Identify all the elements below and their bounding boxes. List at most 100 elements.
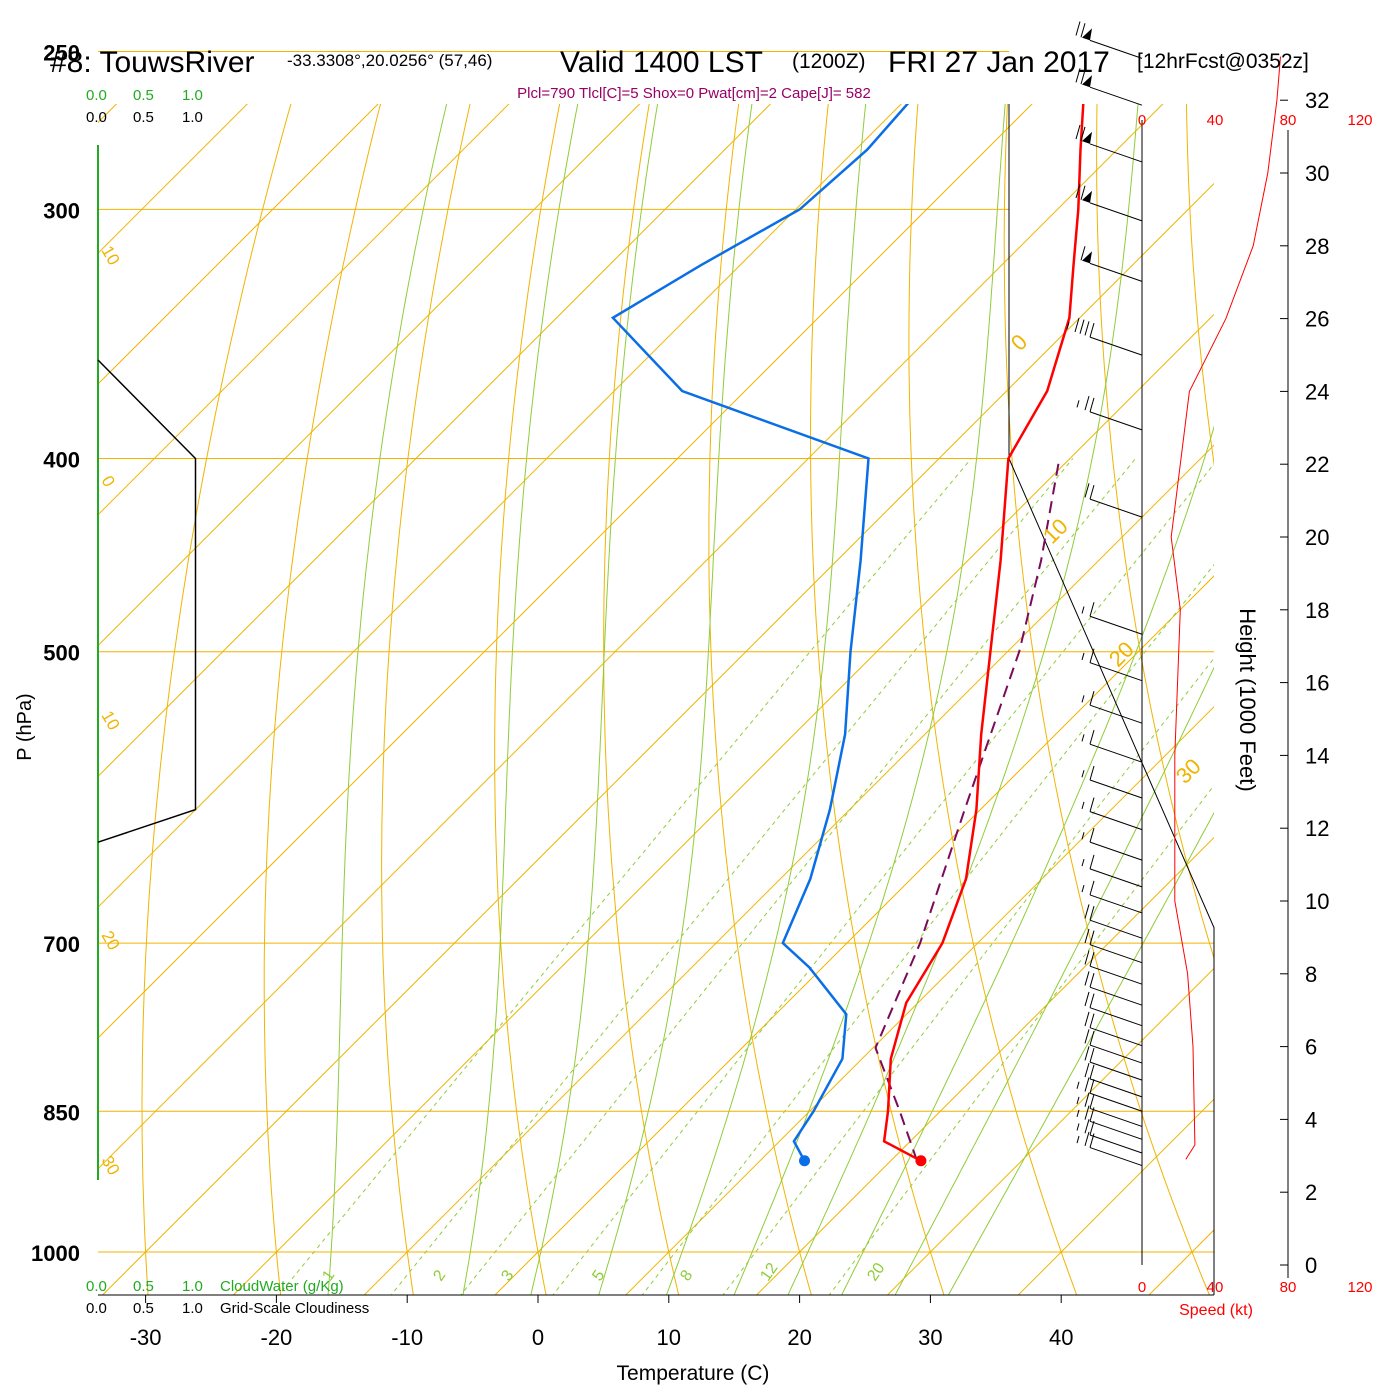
wind-barb xyxy=(1081,827,1143,861)
wind-barb xyxy=(1081,730,1143,763)
wind-barb xyxy=(1076,1092,1143,1127)
isotherm-line xyxy=(98,104,1164,1170)
wind-barb xyxy=(1081,765,1143,799)
wind-barb xyxy=(1066,317,1143,356)
barb-flag xyxy=(1084,396,1090,411)
barb-flag xyxy=(1084,971,1090,986)
pressure-tick-label: 400 xyxy=(43,448,80,473)
height-tick-label: 20 xyxy=(1305,525,1329,550)
barb-flag xyxy=(1079,319,1085,334)
barb-flag xyxy=(1080,185,1086,200)
barb-flag xyxy=(1080,246,1086,261)
dry-adiabat xyxy=(1186,104,1214,467)
wind-barbs xyxy=(1066,21,1143,1167)
isotherm-label-top: 10 xyxy=(98,243,124,269)
cloudiness-tick-top: 0.0 xyxy=(86,109,107,126)
moist-adiabat xyxy=(530,104,659,1295)
barb-half-flag xyxy=(1081,885,1085,893)
barb-flag xyxy=(1084,904,1090,919)
barb-half-flag xyxy=(1081,606,1085,614)
barb-half-flag xyxy=(1081,832,1085,840)
barb-flag xyxy=(1084,950,1090,965)
wind-barb xyxy=(1075,183,1143,222)
barb-flag xyxy=(1084,483,1090,498)
parcel-line xyxy=(874,458,1061,1162)
dry-adiabat xyxy=(381,104,471,1295)
mixing-ratio-line xyxy=(828,784,1214,1295)
isotherm-line xyxy=(101,182,1214,1295)
mixing-ratio-label: 2 xyxy=(430,1267,449,1284)
barb-flag xyxy=(1089,880,1095,896)
barb-staff xyxy=(1089,965,1143,985)
x-tick-label: 30 xyxy=(918,1325,942,1350)
barb-flag xyxy=(1089,827,1095,843)
isotherm-line xyxy=(232,313,1214,1295)
dry-adiabat xyxy=(908,104,1078,1295)
moist-adiabat xyxy=(327,104,448,1295)
height-tick-label: 32 xyxy=(1305,88,1329,113)
barb-flag xyxy=(1089,973,1095,988)
x-tick-label: 20 xyxy=(787,1325,811,1350)
isotherm-line xyxy=(98,104,510,516)
barb-staff xyxy=(1089,615,1143,635)
height-tick-label: 12 xyxy=(1305,816,1329,841)
wind-barb xyxy=(1076,1105,1143,1140)
forecast-info: [12hrFcst@0352z] xyxy=(1137,50,1309,73)
barb-flag xyxy=(1089,1013,1095,1028)
moist-adiabat xyxy=(462,104,579,1295)
isotherm-label-top: 0 xyxy=(1006,329,1032,355)
pressure-tick-label: 700 xyxy=(43,932,80,957)
barb-staff xyxy=(1089,1007,1143,1027)
barb-pennant xyxy=(1082,75,1092,88)
barb-flag xyxy=(1075,124,1081,140)
barb-staff xyxy=(1089,86,1143,106)
cloudwater-label: CloudWater (g/Kg) xyxy=(220,1278,344,1295)
wind-barb xyxy=(1076,1131,1143,1167)
barb-flag xyxy=(1074,317,1080,333)
x-axis-title: Temperature (C) xyxy=(617,1362,770,1385)
pressure-gridlines xyxy=(98,50,1214,1253)
barb-flag xyxy=(1089,1064,1095,1080)
barb-flag xyxy=(1075,183,1081,199)
valid-time: Valid 1400 LST xyxy=(560,46,763,79)
barb-staff xyxy=(1089,1061,1143,1081)
wind-barb xyxy=(1076,1077,1143,1112)
barb-half-flag xyxy=(1081,858,1085,867)
barb-flag xyxy=(1084,928,1090,944)
cloudwater-tick-bottom: 0.0 xyxy=(86,1278,107,1295)
barb-staff xyxy=(1089,1044,1143,1064)
barb-half-flag xyxy=(1076,1081,1080,1089)
barb-half-flag xyxy=(1076,400,1080,408)
wind-barb xyxy=(1084,1046,1143,1081)
wind-barb xyxy=(1075,68,1143,106)
speed-line xyxy=(1170,56,1281,1160)
barb-staff xyxy=(1089,894,1143,914)
barb-staff xyxy=(1089,262,1143,282)
isotherm-line xyxy=(98,104,772,778)
height-axis-title: Height (1000 Feet) xyxy=(1235,608,1260,791)
cloudwater-tick-bottom: 0.5 xyxy=(133,1278,154,1295)
isotherm-line xyxy=(494,575,1214,1295)
cloudiness-profile xyxy=(97,359,197,843)
axes: -30 -20 -10 0 10 20 30 402503004005007008501000… xyxy=(31,40,1329,1350)
wind-barb xyxy=(1081,602,1143,635)
dry-adiabat xyxy=(708,104,812,1295)
wind-barb xyxy=(1084,1011,1143,1047)
isotherm-line xyxy=(886,967,1214,1295)
barb-flag xyxy=(1089,1079,1095,1094)
moist-adiabat xyxy=(894,666,1214,1295)
moist-adiabat xyxy=(733,104,1006,1295)
plot-frame xyxy=(97,104,1289,1296)
isotherm-line xyxy=(98,104,379,385)
barb-staff xyxy=(1089,336,1143,356)
height-tick-label: 16 xyxy=(1305,671,1329,696)
speed-tick-bottom: 40 xyxy=(1207,1279,1224,1296)
barb-flag xyxy=(1080,23,1086,38)
height-tick-label: 18 xyxy=(1305,598,1329,623)
dewpoint-line xyxy=(610,104,910,1162)
isotherm-label-left: 30 xyxy=(98,1153,124,1179)
height-tick-label: 14 xyxy=(1305,743,1329,768)
barb-staff xyxy=(1089,1107,1143,1127)
